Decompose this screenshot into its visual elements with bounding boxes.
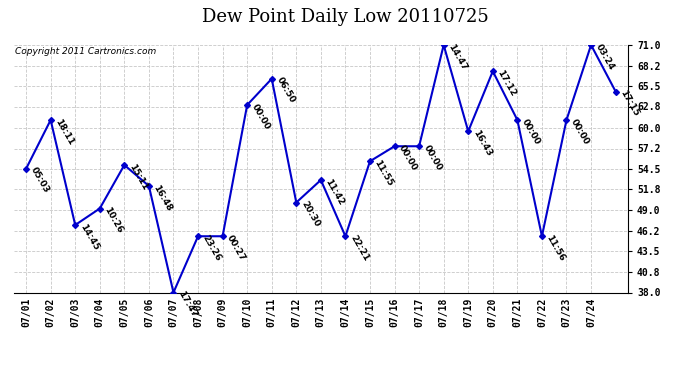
Text: 11:56: 11:56 [544,234,566,263]
Text: 11:55: 11:55 [373,159,395,188]
Text: 11:42: 11:42 [324,177,346,207]
Text: 16:48: 16:48 [152,183,174,213]
Text: 17:12: 17:12 [495,69,518,98]
Text: 00:00: 00:00 [250,102,272,131]
Text: 22:21: 22:21 [348,234,371,263]
Text: 00:00: 00:00 [397,144,420,172]
Text: 05:03: 05:03 [29,166,51,195]
Text: 18:11: 18:11 [53,117,75,147]
Text: 14:45: 14:45 [78,222,100,252]
Text: 16:43: 16:43 [471,129,493,158]
Text: 00:27: 00:27 [226,234,248,262]
Text: 10:26: 10:26 [103,206,125,235]
Text: 03:24: 03:24 [594,42,616,72]
Text: 00:00: 00:00 [520,117,542,146]
Text: 06:50: 06:50 [275,76,297,105]
Text: Dew Point Daily Low 20110725: Dew Point Daily Low 20110725 [201,8,489,26]
Text: Copyright 2011 Cartronics.com: Copyright 2011 Cartronics.com [15,48,156,57]
Text: 23:26: 23:26 [201,234,223,263]
Text: 17:47: 17:47 [176,290,199,320]
Text: 15:11: 15:11 [127,162,149,192]
Text: 20:30: 20:30 [299,200,321,229]
Text: 14:47: 14:47 [446,42,469,72]
Text: 00:00: 00:00 [569,117,591,146]
Text: 17:15: 17:15 [618,89,640,118]
Text: 00:00: 00:00 [422,144,444,172]
